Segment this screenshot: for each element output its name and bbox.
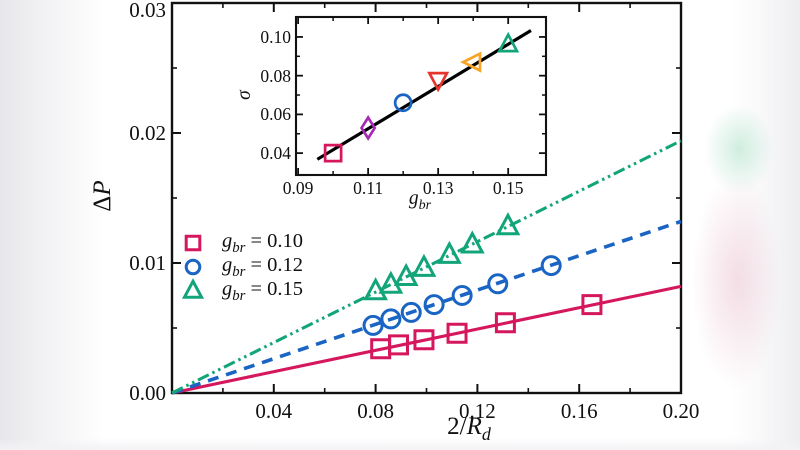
data-point-circle (380, 308, 402, 330)
main-x-tick-label-0.20: 0.20 (662, 399, 700, 423)
inset-y-tick-label-0.10: 0.10 (260, 26, 291, 47)
inset-x-tick-label-0.09: 0.09 (282, 178, 314, 198)
data-point-circle (362, 314, 384, 336)
main-x-axis-label: 2/Rd (447, 413, 491, 444)
main-x-tick-label-0.04: 0.04 (255, 399, 293, 423)
data-point-square (494, 312, 516, 334)
inset-y-tick-label-0.06: 0.06 (260, 104, 291, 125)
main-y-tick-label-0.02: 0.02 (129, 121, 166, 145)
main-y-tick-label-0.03: 0.03 (129, 0, 166, 22)
inset-x-axis-label: gbr (408, 188, 432, 213)
inset-data-point-triangle-down (427, 71, 450, 93)
inset-data-point-diamond (359, 115, 377, 141)
series-square (171, 284, 682, 395)
data-point-circle (423, 294, 445, 316)
main-x-tick-label-0.08: 0.08 (357, 399, 394, 423)
data-point-square (446, 322, 468, 344)
data-point-triangle-up (411, 253, 437, 277)
data-point-triangle-up (459, 230, 485, 254)
legend-marker-triangle-up (181, 278, 205, 299)
data-point-circle (400, 301, 422, 323)
main-y-axis-label: ΔP (88, 180, 116, 212)
inset-y-tick-label-0.08: 0.08 (260, 65, 291, 86)
data-point-square (413, 329, 435, 351)
legend-item-gbr-0.12: gbr = 0.12 (222, 254, 304, 281)
delta-symbol: Δ (88, 195, 116, 212)
inset-data-point-square (323, 143, 343, 163)
data-point-triangle-up (495, 212, 521, 236)
main-y-tick-label-0.00: 0.00 (129, 381, 166, 405)
legend-marker-square (184, 234, 202, 252)
inset-axes (294, 15, 548, 177)
data-point-triangle-up (393, 262, 419, 286)
data-point-triangle-up (363, 277, 389, 301)
main-x-tick-label-0.12: 0.12 (459, 399, 496, 423)
data-point-circle (540, 255, 562, 277)
inset-data-point-triangle-left (460, 51, 482, 73)
legend-markers (181, 234, 205, 299)
inset-x-tick-label-0.13: 0.13 (422, 178, 454, 198)
data-point-circle (451, 285, 473, 306)
inset-data-point-circle (393, 93, 413, 113)
fit-line-g_br=0.15 (171, 139, 682, 395)
main-y-tick-label-0.01: 0.01 (129, 251, 166, 275)
legend-marker-circle (184, 258, 202, 276)
data-point-square (581, 294, 603, 316)
main-x-tick-label-0.16: 0.16 (560, 399, 598, 423)
inset-fit-line (316, 29, 532, 161)
data-point-square (388, 334, 410, 356)
series-circle (171, 219, 682, 395)
inset-x-tick-label-0.15: 0.15 (492, 178, 524, 198)
data-point-triangle-up (436, 240, 462, 264)
legend-item-gbr-0.15: gbr = 0.15 (222, 278, 304, 305)
series-triangle-up (171, 139, 682, 395)
inset-y-tick-label-0.04: 0.04 (260, 143, 291, 164)
data-point-circle (487, 273, 509, 295)
inset-data-point-triangle-up (497, 31, 520, 53)
data-point-square (370, 338, 392, 360)
inset-x-tick-label-0.11: 0.11 (353, 178, 384, 198)
fit-line-g_br=0.10 (171, 284, 682, 395)
legend-item-gbr-0.10: gbr = 0.10 (222, 230, 304, 257)
